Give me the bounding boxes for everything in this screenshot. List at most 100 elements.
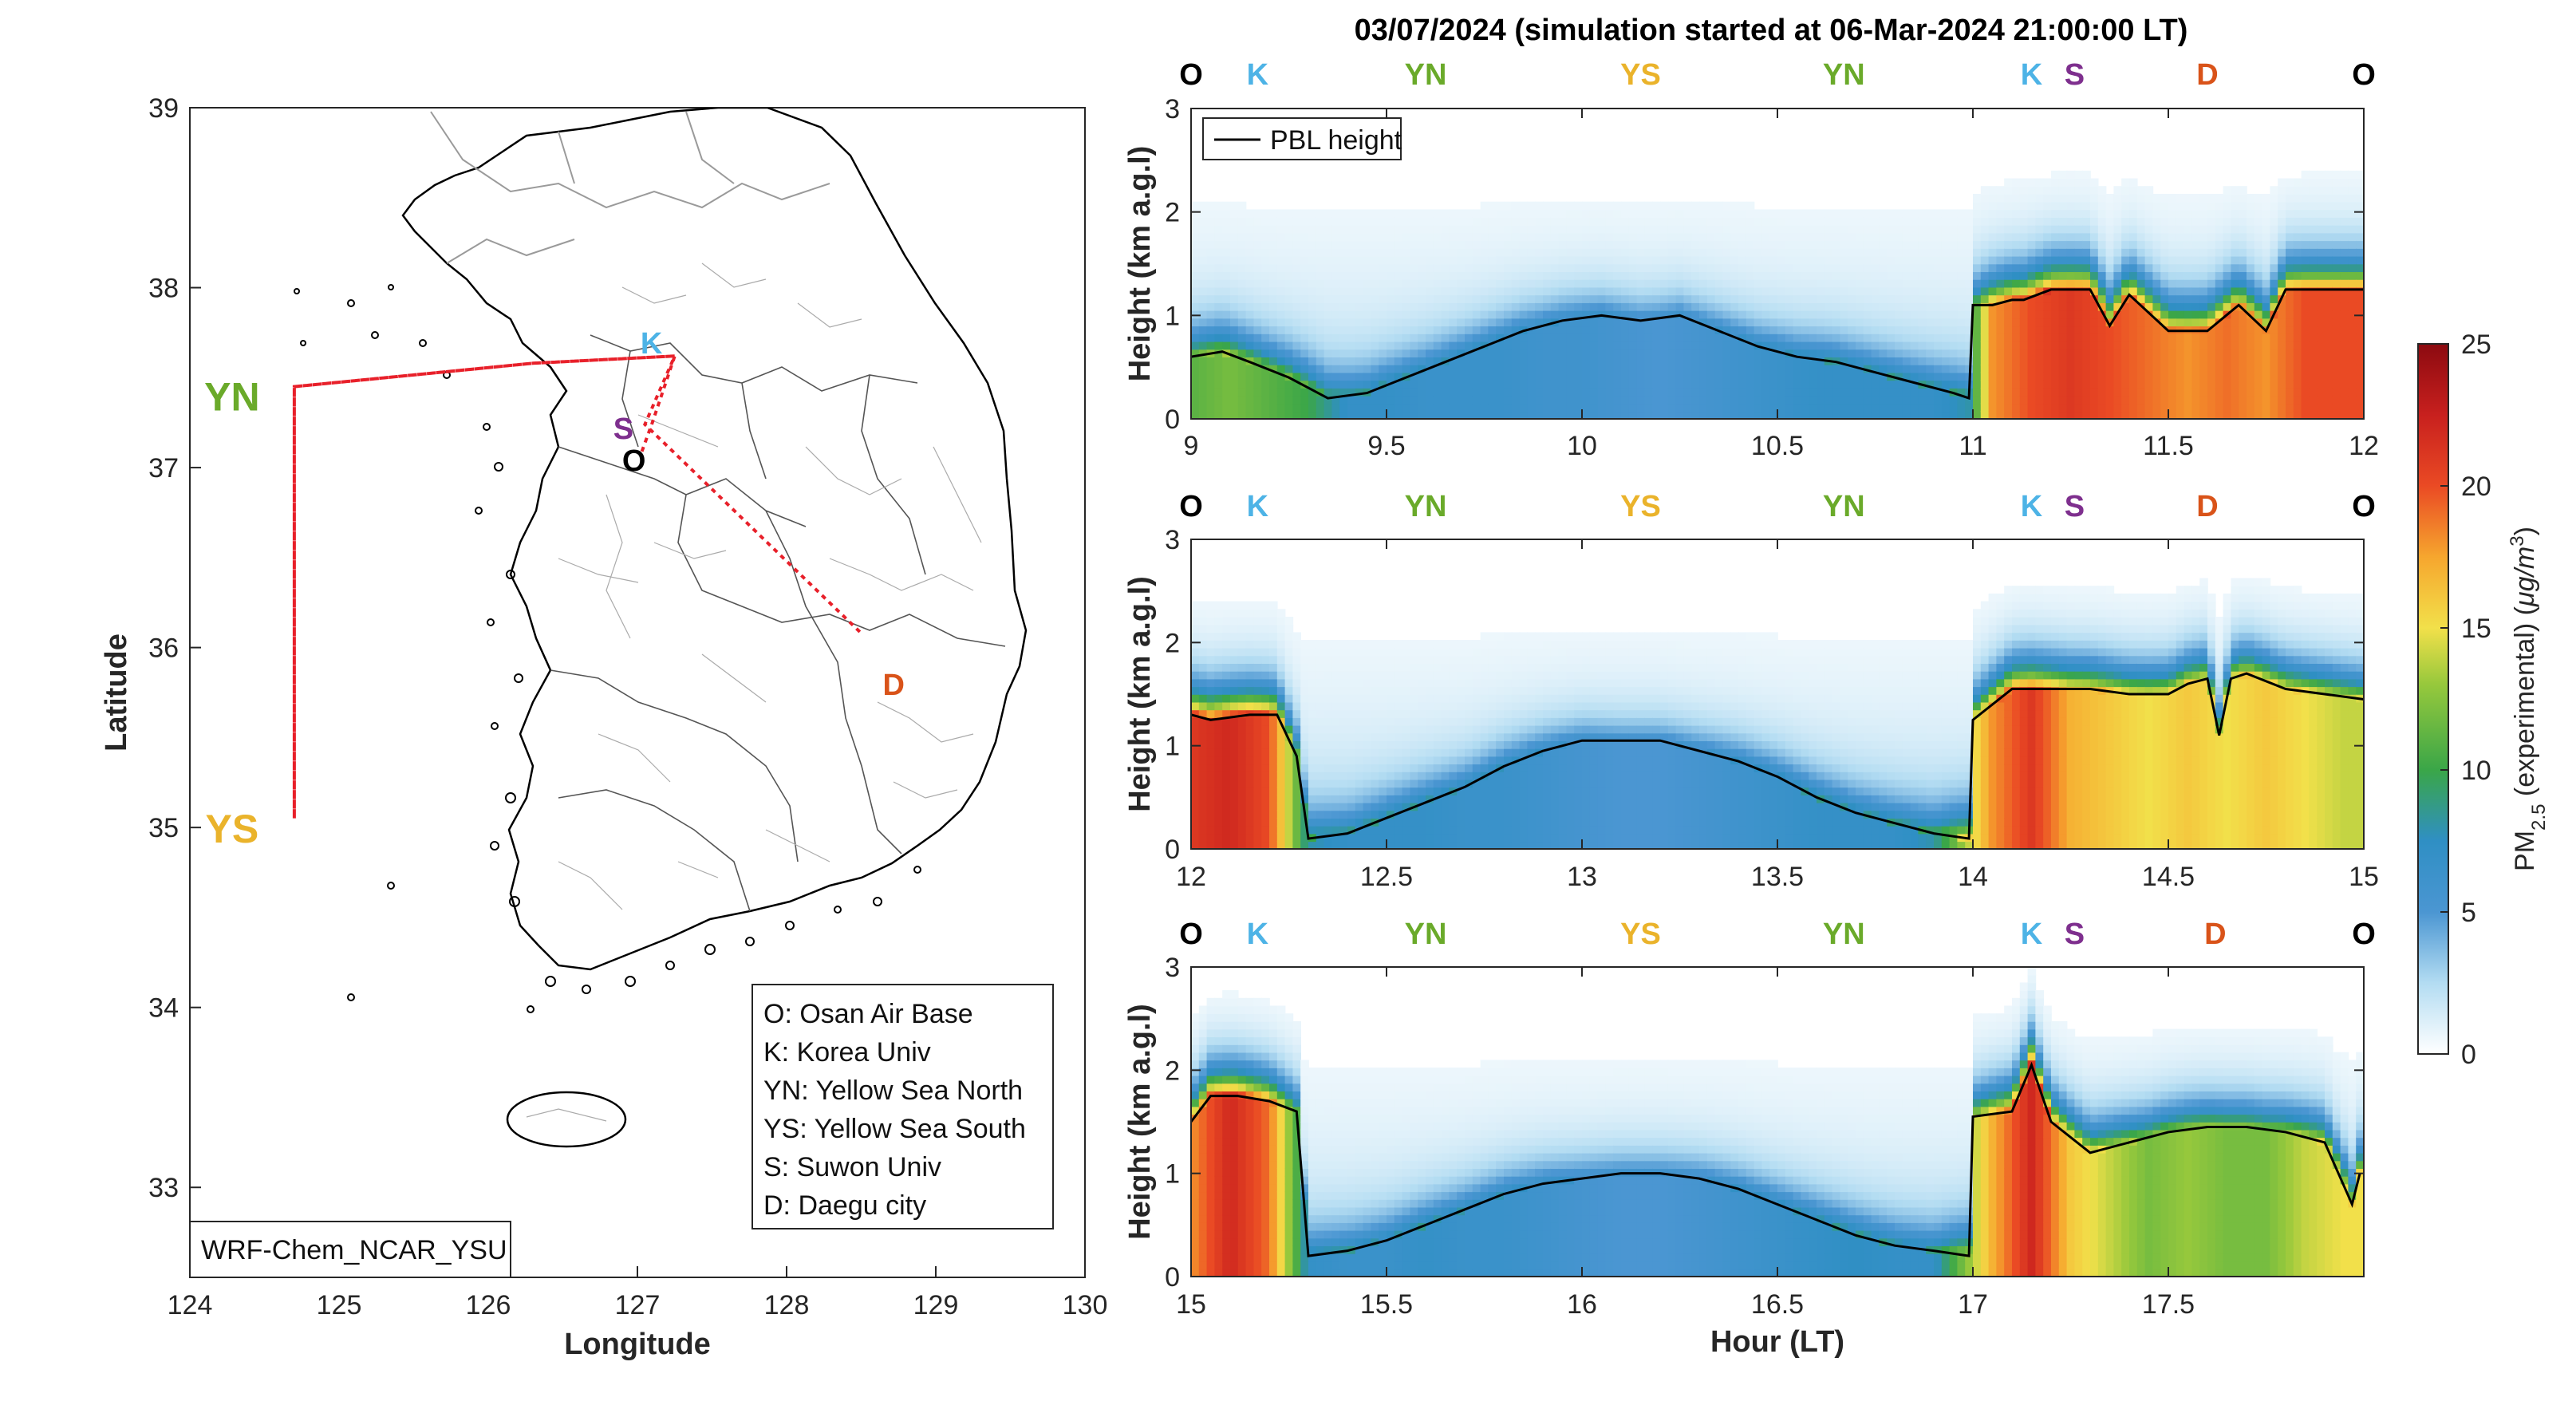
curtain-cell — [2012, 224, 2021, 234]
curtain-cell — [1504, 248, 1513, 257]
curtain-cell — [1426, 224, 1434, 234]
curtain-cell — [1535, 310, 1544, 319]
curtain-cell — [1965, 224, 1974, 234]
curtain-cell — [2105, 278, 2115, 288]
curtain-cell — [1941, 380, 1951, 389]
curtain-cell — [1300, 341, 1309, 350]
curtain-cell — [1253, 694, 1262, 703]
curtain-cell — [1496, 411, 1505, 419]
curtain-cell — [1191, 334, 1200, 342]
curtain-cell — [1910, 349, 1919, 357]
curtain-cell — [1394, 318, 1403, 327]
curtain-cell — [1276, 686, 1286, 695]
curtain-cell — [1730, 302, 1739, 311]
curtain-cell — [1817, 395, 1825, 405]
curtain-cell — [1245, 263, 1255, 273]
curtain-cell — [1347, 411, 1356, 419]
curtain-cell — [1582, 411, 1591, 419]
curtain-cell — [1191, 663, 1200, 672]
curtain-cell — [1347, 248, 1356, 257]
curtain-cell — [1331, 232, 1340, 242]
curtain-cell — [1605, 326, 1614, 334]
curtain-cell — [2152, 232, 2161, 242]
curtain-cell — [1887, 380, 1896, 389]
map-x-tick-label: 124 — [168, 1290, 213, 1320]
curtain-cell — [1387, 341, 1395, 350]
curtain-cell — [1543, 286, 1552, 296]
curtain-cell — [1331, 209, 1340, 218]
curtain-cell — [1511, 341, 1521, 350]
curtain-cell — [1801, 349, 1809, 357]
curtain-cell — [1261, 732, 1270, 741]
curtain-cell — [1777, 326, 1786, 334]
curtain-cell — [2183, 209, 2193, 218]
curtain-cell — [1644, 341, 1653, 350]
site-legend-item: YS: Yellow Sea South — [763, 1114, 1026, 1144]
curtain-cell — [2074, 318, 2083, 327]
curtain-cell — [1198, 271, 1208, 280]
curtain-cell — [1276, 655, 1286, 664]
curtain-cell — [1191, 263, 1200, 273]
curtain-cell — [1465, 357, 1473, 365]
curtain-cell — [1245, 624, 1255, 633]
curtain-cell — [1418, 334, 1426, 342]
curtain-cell — [2051, 209, 2060, 218]
curtain-cell — [2270, 286, 2278, 296]
curtain-cell — [1597, 255, 1607, 265]
curtain-cell — [1331, 224, 1340, 234]
curtain-cell — [1300, 232, 1309, 242]
x-tick-label: 9 — [1184, 431, 1199, 461]
curtain-cell — [1261, 640, 1270, 649]
curtain-cell — [1613, 341, 1622, 350]
curtain-cell — [2160, 318, 2169, 327]
curtain-cell — [2309, 310, 2318, 319]
curtain-cell — [1801, 286, 1809, 296]
curtain-cell — [1738, 318, 1747, 327]
curtain-cell — [2270, 248, 2278, 257]
map-site-label-o: O — [622, 444, 646, 478]
curtain-cell — [2160, 278, 2169, 288]
curtain-cell — [1191, 217, 1200, 226]
curtain-cell — [2058, 341, 2068, 350]
curtain-cell — [1910, 248, 1919, 257]
curtain-cell — [1511, 201, 1521, 211]
curtain-cell — [2129, 372, 2138, 381]
curtain-cell — [2332, 318, 2341, 327]
curtain-cell — [1746, 240, 1755, 249]
curtain-cell — [1777, 403, 1786, 412]
curtain-cell — [1691, 349, 1700, 357]
curtain-cell — [2340, 224, 2349, 234]
curtain-cell — [1628, 217, 1638, 226]
curtain-cell — [1957, 255, 1966, 265]
curtain-cell — [2270, 403, 2278, 412]
curtain-cell — [1316, 841, 1325, 849]
curtain-cell — [2309, 255, 2318, 265]
curtain-cell — [2051, 178, 2060, 187]
curtain-cell — [1363, 326, 1372, 334]
curtain-cell — [2348, 209, 2357, 218]
curtain-cell — [2058, 364, 2068, 373]
curtain-cell — [2231, 201, 2239, 211]
curtain-cell — [1472, 364, 1481, 373]
curtain-cell — [1902, 302, 1911, 311]
curtain-cell — [1809, 372, 1817, 381]
curtain-cell — [1738, 403, 1747, 412]
curtain-cell — [1292, 818, 1301, 827]
curtain-cell — [2160, 380, 2169, 389]
curtain-cell — [1371, 294, 1379, 303]
curtain-cell — [1848, 349, 1856, 357]
curtain-cell — [2332, 286, 2341, 296]
curtain-cell — [1191, 655, 1200, 664]
curtain-cell — [1269, 302, 1278, 311]
curtain-cell — [1965, 310, 1974, 319]
curtain-cell — [1245, 240, 1255, 249]
curtain-cell — [1269, 663, 1278, 672]
curtain-cell — [1222, 318, 1231, 327]
curtain-cell — [1387, 349, 1395, 357]
curtain-cell — [2082, 240, 2091, 249]
curtain-cell — [1339, 810, 1348, 819]
curtain-cell — [2239, 380, 2247, 389]
curtain-cell — [1863, 232, 1872, 242]
curtain-cell — [2340, 310, 2349, 319]
curtain-cell — [1746, 349, 1755, 357]
